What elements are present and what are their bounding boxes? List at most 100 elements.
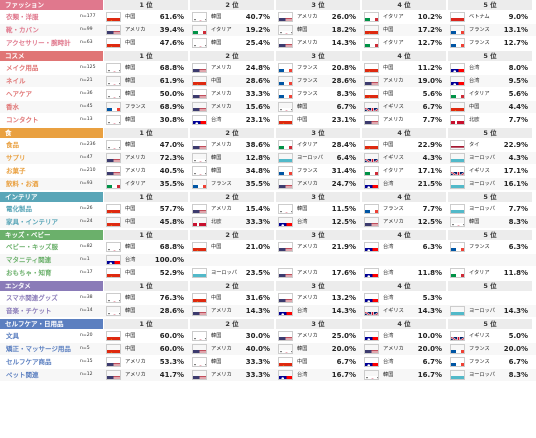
sample-size: n=125 xyxy=(80,65,96,70)
percentage-value: 14.3% xyxy=(503,307,528,315)
table-row: 家具・インテリア n=24 ★ 中国 45.8% 北欧 33.3% 台湾 12.5% アメリカ 12… xyxy=(0,216,536,228)
table-row: 靴・カバン n=99 アメリカ 39.4% イタリア 19.2% 韓国 18.2% ★ 中国 17.… xyxy=(0,24,536,36)
country-name: 韓国 xyxy=(211,333,222,339)
rank-cell-2: ヨーロッパ 23.5% xyxy=(189,267,275,279)
country-name: ヨーロッパ xyxy=(469,155,495,161)
rank-cell-4: 台湾 11.8% xyxy=(361,267,447,279)
rank-cell-2: アメリカ 15.4% xyxy=(189,203,275,215)
percentage-value: 9.0% xyxy=(508,13,528,21)
rank-cell-2: アメリカ 33.3% xyxy=(189,88,275,100)
country-name: 台湾 xyxy=(211,117,222,123)
country-name: 韓国 xyxy=(211,168,222,174)
country-name: 韓国 xyxy=(211,359,222,365)
percentage-value: 6.7% xyxy=(508,358,528,366)
usa-flag-icon xyxy=(192,89,207,99)
country-name: ヨーロッパ xyxy=(469,181,495,187)
usa-flag-icon xyxy=(278,268,293,278)
taiwan-flag-icon xyxy=(364,242,379,252)
sample-size: n=17 xyxy=(80,270,93,275)
country-name: アメリカ xyxy=(297,333,318,339)
percentage-value: 15.6% xyxy=(245,103,270,111)
percentage-value: 22.9% xyxy=(503,141,528,149)
country-name: 台湾 xyxy=(469,78,480,84)
rank-cell-5: ヨーロッパ 16.1% xyxy=(447,178,533,190)
rank-header-3: 3 位 xyxy=(276,281,360,291)
percentage-value: 68.9% xyxy=(159,103,184,111)
korea-flag-icon xyxy=(106,115,121,125)
percentage-value: 68.8% xyxy=(159,243,184,251)
percentage-value: 11.8% xyxy=(417,269,442,277)
taiwan-flag-icon xyxy=(364,268,379,278)
country-name: イタリア xyxy=(383,168,404,174)
table-row: 音楽・チケット n=14 韓国 28.6% アメリカ 14.3% 台湾 14.3% イギリス 14… xyxy=(0,305,536,317)
rank-cell-5: タイ 22.9% xyxy=(447,139,533,151)
rank-cell-5: ★ ベトナム 9.0% xyxy=(447,11,533,23)
percentage-value: 21.5% xyxy=(417,180,442,188)
country-name: タイ xyxy=(469,142,480,148)
rank-cell-2: 韓国 34.8% xyxy=(189,165,275,177)
subcategory-label: 家具・インテリア xyxy=(6,218,58,226)
france-flag-icon xyxy=(278,63,293,73)
usa-flag-icon xyxy=(192,204,207,214)
sample-size: n=12 xyxy=(80,372,93,377)
rank-cell-1: フランス 68.9% xyxy=(103,101,189,113)
taiwan-flag-icon xyxy=(364,331,379,341)
subcategory-label: お菓子 xyxy=(6,167,26,175)
rank-header-1: 1 位 xyxy=(104,192,188,202)
table-row: スマホ関連グッズ n=38 韓国 76.3% ★ 中国 31.6% アメリカ 13.2% 台湾 5.… xyxy=(0,292,536,304)
rank-cell-2: ★ 中国 21.0% xyxy=(189,241,275,253)
sample-size: n=93 xyxy=(80,181,93,186)
percentage-value: 40.0% xyxy=(245,345,270,353)
country-name: 韓国 xyxy=(211,40,222,46)
italy-flag-icon xyxy=(192,25,207,35)
china-flag-icon: ★ xyxy=(106,268,121,278)
rank-cell-1: 韓国 61.9% xyxy=(103,75,189,87)
nordic-flag-icon xyxy=(450,115,465,125)
subcategory-label: サプリ xyxy=(6,154,26,162)
subcategory-label: コンタクト xyxy=(6,116,39,124)
country-name: アメリカ xyxy=(297,14,318,20)
country-name: 韓国 xyxy=(125,117,136,123)
country-name: 韓国 xyxy=(211,14,222,20)
country-name: フランス xyxy=(297,65,318,71)
rank-cell-5: フランス 6.3% xyxy=(447,241,533,253)
rank-cell-2: 韓国 40.7% xyxy=(189,11,275,23)
china-flag-icon: ★ xyxy=(106,344,121,354)
table-row: コンタクトn=13韓国30.8%台湾23.1%★中国23.1%アメリカ7.7%北… xyxy=(0,114,536,126)
country-name: 台湾 xyxy=(469,65,480,71)
country-name: 中国 xyxy=(383,65,394,71)
rank-cell-4: アメリカ 12.5% xyxy=(361,216,447,228)
rank-header-5: 5 位 xyxy=(448,51,532,61)
svg-text:★: ★ xyxy=(453,110,458,113)
rank-cell-5: 北欧 7.7% xyxy=(447,114,533,126)
country-name: 台湾 xyxy=(383,181,394,187)
usa-flag-icon xyxy=(278,242,293,252)
percentage-value: 14.3% xyxy=(331,39,356,47)
percentage-value: 10.2% xyxy=(417,13,442,21)
country-name: フランス xyxy=(469,346,490,352)
percentage-value: 25.4% xyxy=(245,39,270,47)
sample-size: n=99 xyxy=(80,27,93,32)
svg-text:★: ★ xyxy=(109,339,114,342)
korea-flag-icon xyxy=(278,102,293,112)
country-name: 台湾 xyxy=(383,270,394,276)
rank-header-3: 3 位 xyxy=(276,319,360,329)
rank-cell-3: イタリア 28.4% xyxy=(275,139,361,151)
country-name: アメリカ xyxy=(383,78,404,84)
rank-header-1: 1 位 xyxy=(104,128,188,138)
rank-header-2: 2 位 xyxy=(190,51,274,61)
country-name: アメリカ xyxy=(125,155,146,161)
korea-flag-icon xyxy=(192,153,207,163)
china-flag-icon: ★ xyxy=(192,293,207,303)
france-flag-icon xyxy=(450,38,465,48)
country-name: 韓国 xyxy=(125,295,136,301)
table-row: 食品 n=236 韓国 47.0% アメリカ 38.6% イタリア 28.4% ★ 中国 22.9%… xyxy=(0,139,536,151)
rank-cell-1: 台湾 100.0% xyxy=(103,254,189,266)
france-flag-icon xyxy=(278,166,293,176)
country-name: 北欧 xyxy=(211,219,222,225)
country-name: ヨーロッパ xyxy=(469,206,495,212)
china-flag-icon: ★ xyxy=(192,76,207,86)
taiwan-flag-icon xyxy=(192,115,207,125)
taiwan-flag-icon xyxy=(450,76,465,86)
country-name: 韓国 xyxy=(297,27,308,33)
